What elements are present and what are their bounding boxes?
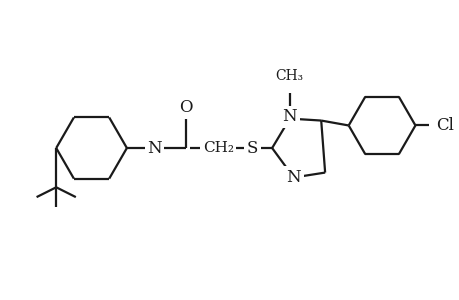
Text: N: N xyxy=(147,140,161,157)
Text: S: S xyxy=(246,140,257,157)
Text: O: O xyxy=(179,99,192,116)
Text: CH₂: CH₂ xyxy=(202,141,233,155)
Text: N: N xyxy=(286,169,300,186)
Text: Cl: Cl xyxy=(435,117,453,134)
Text: CH₃: CH₃ xyxy=(275,69,303,83)
Text: N: N xyxy=(282,108,297,125)
